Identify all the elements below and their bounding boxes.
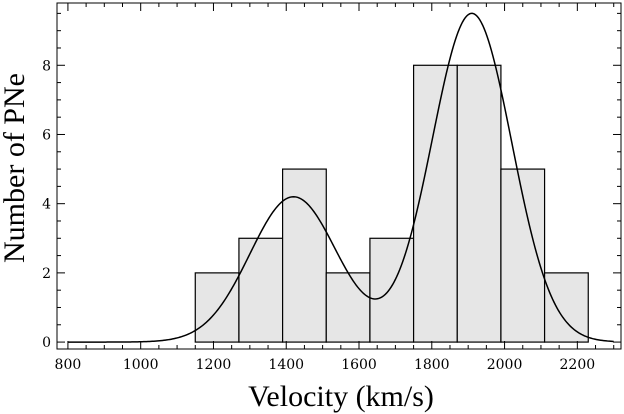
y-tick-label: 4 [42,197,51,213]
y-tick-label: 2 [42,266,51,282]
plot-frame [56,2,622,350]
y-axis-title: Number of PNe [0,73,31,263]
histogram-bar [456,64,502,343]
x-tick-label: 1400 [268,357,304,373]
ticks-group: 800 1000 1200 1400 1600 1800 2000 2200 0 2 4 6 8 [42,3,621,373]
histogram-bar [325,272,371,343]
histogram-bar [543,272,589,343]
gaussian-fit-curve [67,12,614,343]
x-tick-label: 1600 [341,357,377,373]
x-tick-label: 1800 [414,357,450,373]
bars-group [194,64,589,343]
x-tick-label: 800 [55,357,82,373]
histogram-bar [369,237,415,343]
y-tick-label: 0 [42,335,51,351]
x-tick-label: 1000 [123,357,159,373]
histogram-bar [412,64,458,343]
y-tick-label: 8 [42,58,51,74]
x-axis-title: Velocity (km/s) [248,380,434,413]
x-tick-label: 1200 [196,357,232,373]
x-tick-label: 2000 [487,357,523,373]
x-tick-label: 2200 [560,357,596,373]
histogram-bar [238,237,284,343]
histogram-bar [194,272,240,343]
y-tick-label: 6 [42,127,51,143]
histogram-bar [282,168,327,343]
